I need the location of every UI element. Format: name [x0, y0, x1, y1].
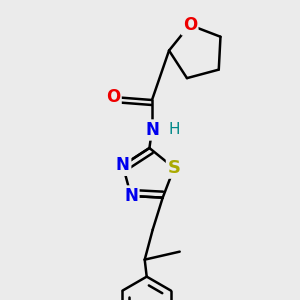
Text: N: N: [124, 187, 138, 205]
Text: S: S: [168, 159, 181, 177]
Text: N: N: [116, 156, 130, 174]
Text: O: O: [106, 88, 120, 106]
Text: H: H: [168, 122, 180, 137]
Text: O: O: [183, 16, 197, 34]
Text: N: N: [145, 121, 159, 139]
